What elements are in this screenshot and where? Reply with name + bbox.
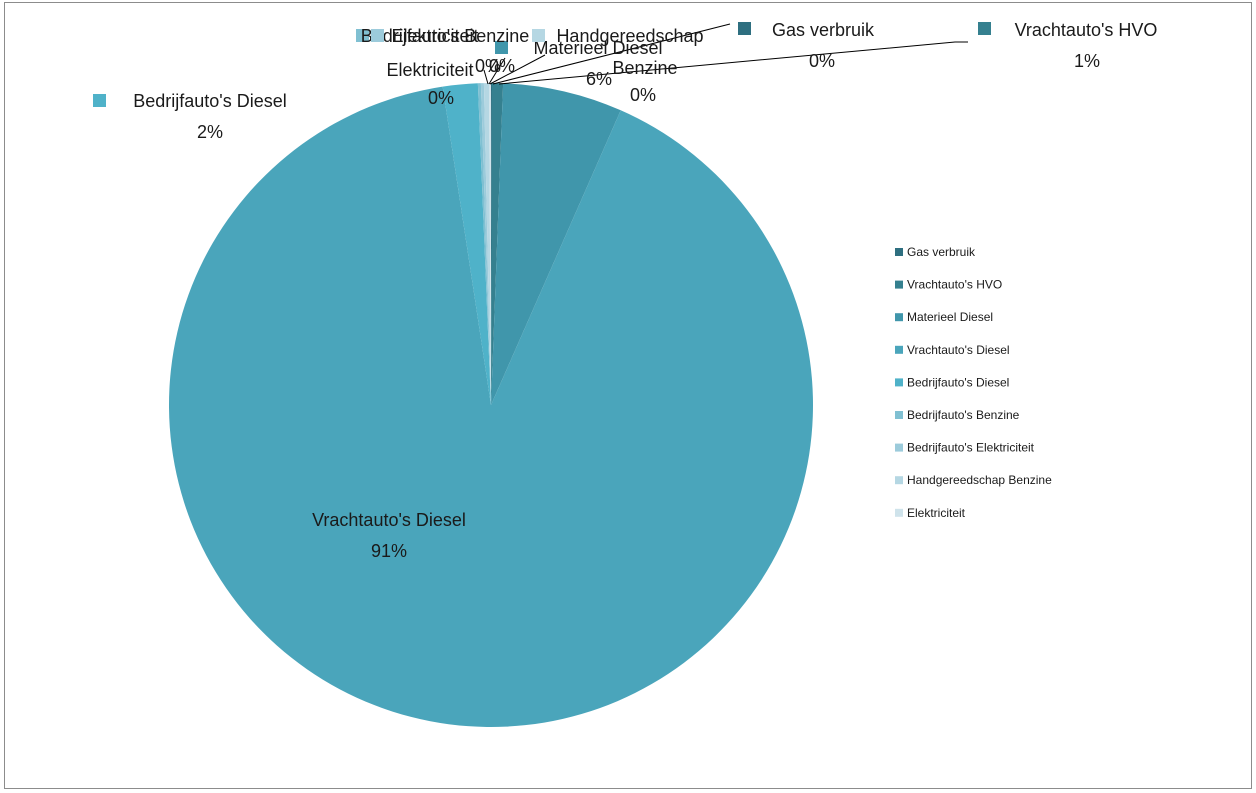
legend-label: Vrachtauto's HVO: [907, 278, 1002, 292]
legend-swatch: [895, 508, 903, 517]
data-label-bedrijfauto-s-benzine: Bedrijfauto's Benzine 0%: [356, 26, 529, 76]
leader-line-gas-verbruik: [492, 23, 731, 85]
leader-line-bedrijfauto-s-benzine: [488, 57, 506, 85]
data-label-marker: [738, 22, 751, 35]
data-label-marker: [978, 22, 991, 35]
legend-item-materieel-diesel: Materieel Diesel: [895, 310, 993, 324]
data-label-handgereedschap-benzine: Benzine Handgereedschap 0%: [532, 26, 704, 105]
data-label-percent: 2%: [197, 122, 223, 142]
data-label-elektriciteit: Elektriciteit 0%: [391, 26, 478, 108]
pie-slice-elektriciteit: [488, 83, 491, 405]
legend-item-vrachtauto-s-hvo: Vrachtauto's HVO: [895, 278, 1002, 292]
data-label-percent: 0%: [630, 85, 656, 105]
legend-item-elektriciteit: Elektriciteit: [895, 506, 966, 520]
legend-label: Elektriciteit: [907, 506, 966, 520]
legend-swatch: [895, 411, 903, 419]
data-label-percent: 0%: [475, 56, 501, 76]
data-label-marker: [371, 29, 384, 42]
legend-label: Gas verbruik: [907, 245, 976, 259]
data-label-text: Bedrijfauto's Benzine: [361, 26, 530, 46]
data-label-percent: 0%: [428, 88, 454, 108]
legend-label: Vrachtauto's Diesel: [907, 343, 1010, 357]
data-label-marker: [93, 94, 106, 107]
legend-swatch: [895, 345, 903, 354]
legend-swatch: [895, 378, 903, 387]
data-label-vrachtauto-s-diesel: Vrachtauto's Diesel 91%: [312, 510, 466, 561]
legend-item-bedrijfauto-s-benzine: Bedrijfauto's Benzine: [895, 408, 1020, 422]
pie-slice-bedrijfauto-s-diesel: [442, 83, 491, 406]
data-label-materieel-diesel: Materieel Diesel 6%: [495, 38, 663, 89]
data-label-text: Handgereedschap: [556, 26, 703, 46]
legend-label: Bedrijfauto's Diesel: [907, 375, 1009, 389]
pie-slice-materieel-diesel: [491, 83, 621, 405]
data-label-text-line2: Benzine: [612, 58, 677, 78]
legend-swatch: [895, 476, 903, 485]
data-label-text: Gas verbruik: [772, 20, 875, 40]
legend-swatch: [895, 280, 903, 289]
data-label-text: Vrachtauto's HVO: [1015, 20, 1158, 40]
leader-line-elektriciteit: [483, 69, 489, 85]
legend-item-vrachtauto-s-diesel: Vrachtauto's Diesel: [895, 343, 1010, 357]
pie-slice-vrachtauto-s-hvo: [491, 83, 504, 405]
pie-slice-handgereedschap-benzine: [483, 83, 491, 405]
legend-item-bedrijfauto-s-elektriciteit: Bedrijfauto's Elektriciteit: [895, 441, 1035, 455]
data-label-percent: 1%: [1074, 51, 1100, 71]
legend-swatch: [895, 443, 903, 452]
data-label-marker: [532, 29, 545, 42]
legend-item-bedrijfauto-s-diesel: Bedrijfauto's Diesel: [895, 375, 1009, 389]
pie-slice-bedrijfauto-s-elektriciteit: [480, 83, 491, 405]
data-label-text: Vrachtauto's Diesel: [312, 510, 466, 530]
data-label-percent: 0%: [489, 56, 515, 76]
leader-line-handgereedschap-benzine: [489, 54, 546, 85]
legend-item-handgereedschap-benzine: Handgereedschap Benzine: [895, 473, 1052, 487]
data-label-vrachtauto-s-hvo: Vrachtauto's HVO 1%: [978, 20, 1157, 71]
legend-swatch: [895, 248, 903, 256]
data-label-percent: 6%: [586, 69, 612, 89]
data-label-marker: [495, 41, 508, 54]
data-label-text: Elektriciteit: [391, 26, 478, 46]
data-label-gas-verbruik: Gas verbruik 0%: [738, 20, 875, 71]
data-label-marker: [356, 29, 369, 42]
pie-slice-bedrijfauto-s-benzine: [477, 83, 491, 405]
data-label-text: Materieel Diesel: [533, 38, 662, 58]
data-label-percent: 91%: [371, 541, 407, 561]
pie-slice-vrachtauto-s-diesel: [169, 86, 814, 727]
legend-label: Bedrijfauto's Benzine: [907, 408, 1020, 422]
data-label-percent: 0%: [809, 51, 835, 71]
data-label-text: Bedrijfauto's Diesel: [133, 91, 287, 111]
data-label-bedrijfauto-s-diesel: Bedrijfauto's Diesel 2%: [93, 91, 287, 142]
pie-slice-gas-verbruik: [491, 82, 493, 406]
legend-item-gas-verbruik: Gas verbruik: [895, 245, 976, 259]
legend-label: Materieel Diesel: [907, 310, 993, 324]
leader-line-vrachtauto-s-hvo: [498, 41, 968, 85]
data-label-text: Elektriciteit: [386, 60, 473, 80]
data-label-bedrijfauto-s-elektriciteit: Elektriciteit 0%: [371, 29, 515, 80]
legend-label: Bedrijfauto's Elektriciteit: [907, 441, 1035, 455]
legend-swatch: [895, 313, 903, 322]
legend-label: Handgereedschap Benzine: [907, 473, 1052, 487]
